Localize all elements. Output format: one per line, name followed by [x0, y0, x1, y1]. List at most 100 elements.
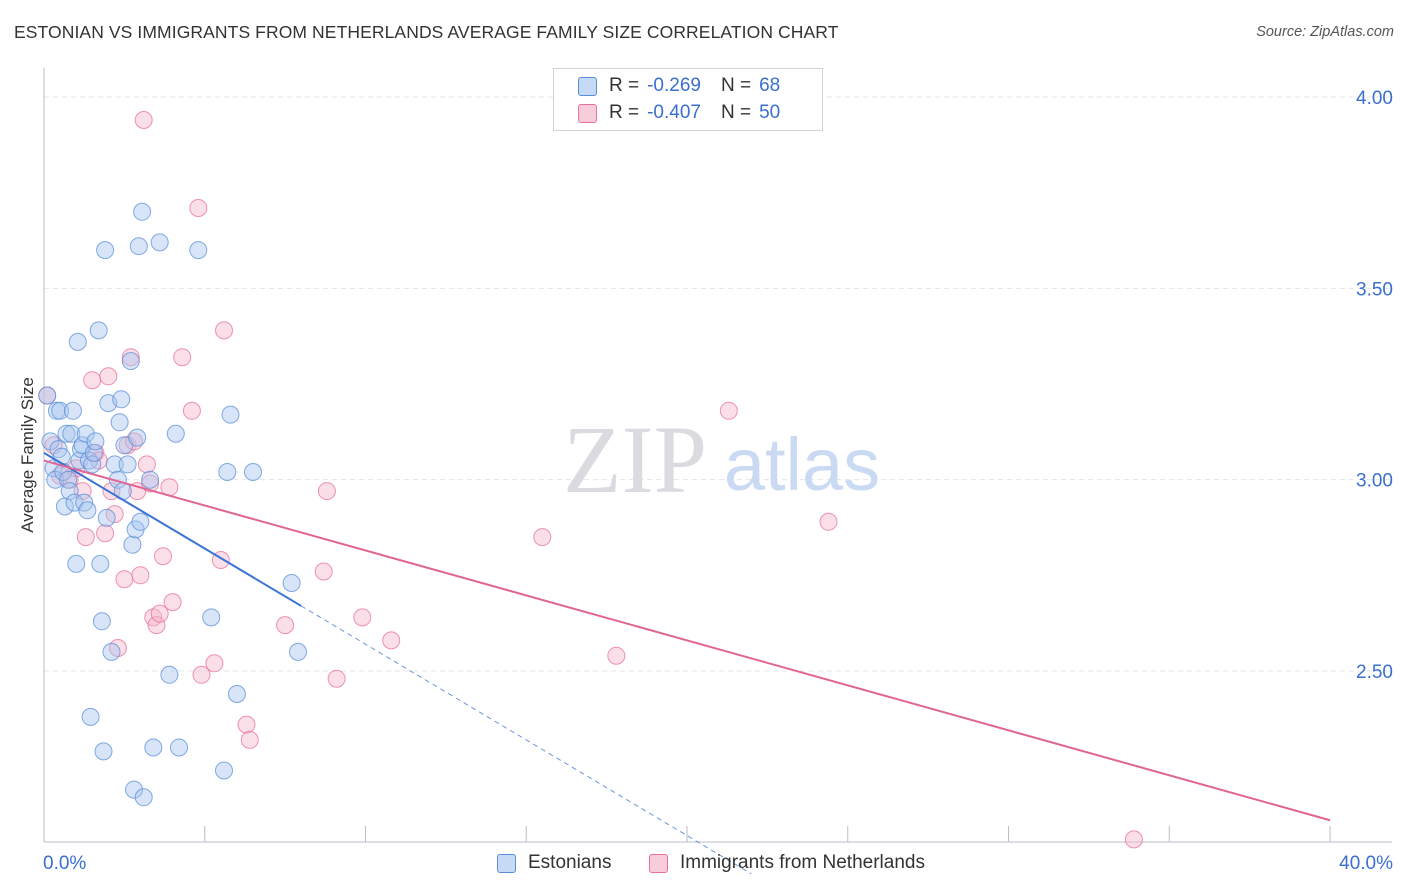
data-points — [38, 111, 1143, 849]
netherlands-point — [819, 512, 838, 531]
estonian-point — [125, 780, 143, 799]
estonian-point — [134, 788, 153, 807]
legend-item-netherlands: Immigrants from Netherlands — [649, 852, 925, 874]
estonian-point — [81, 707, 100, 726]
estonian-point — [110, 413, 129, 432]
estonian-point — [221, 405, 240, 424]
estonian-point — [62, 424, 81, 443]
estonian-point — [128, 428, 147, 447]
estonian-point — [131, 512, 150, 531]
netherlands-point — [1124, 830, 1143, 849]
netherlands-point — [99, 367, 118, 386]
netherlands-point — [131, 566, 150, 585]
estonian-point — [57, 424, 76, 443]
netherlands-point — [189, 199, 208, 217]
netherlands-point — [317, 482, 336, 501]
netherlands-point — [382, 631, 401, 650]
legend-n-label: N = — [720, 102, 752, 123]
source-label: Source: ZipAtlas.com — [1256, 24, 1394, 40]
estonian-point — [227, 685, 246, 703]
estonian-point — [170, 738, 188, 757]
watermark-atlas: atlas — [724, 423, 880, 506]
x-tick-label-min: 0.0% — [43, 853, 86, 874]
axes — [43, 68, 1392, 843]
legend-n-value: 50 — [759, 102, 781, 123]
netherlands-point — [121, 348, 140, 367]
legend-r-value: -0.269 — [647, 75, 701, 96]
netherlands-point — [96, 524, 115, 543]
estonian-point — [59, 470, 78, 489]
estonian-point — [83, 455, 102, 474]
netherlands-point — [150, 604, 169, 623]
estonian-point — [102, 642, 121, 661]
legend-swatch-pink — [649, 853, 668, 873]
tick-labels: 2.50 3.00 3.50 4.00 0.0% 40.0% — [43, 88, 1393, 874]
legend-n-value: 68 — [759, 75, 781, 96]
netherlands-point — [173, 348, 192, 367]
y-tick-label: 3.00 — [1356, 471, 1393, 492]
netherlands-point — [237, 715, 256, 734]
netherlands-point — [163, 593, 182, 612]
estonian-trend-extension — [300, 605, 752, 875]
estonian-point — [38, 386, 57, 405]
netherlands-point — [327, 669, 346, 688]
legend-swatch-blue — [578, 76, 597, 96]
estonian-point — [96, 241, 115, 260]
estonian-point — [68, 332, 87, 351]
netherlands-point — [607, 646, 626, 665]
estonian-point — [51, 401, 70, 420]
estonian-point — [76, 424, 95, 443]
estonian-point — [144, 738, 163, 757]
netherlands-point — [719, 401, 738, 420]
grid-lines — [44, 96, 1392, 672]
chart-title: ESTONIAN VS IMMIGRANTS FROM NETHERLANDS … — [14, 22, 839, 42]
estonian-point — [89, 321, 108, 340]
estonian-point — [91, 554, 110, 573]
netherlands-point — [276, 616, 295, 635]
trend-lines — [43, 452, 1331, 875]
netherlands-point — [141, 474, 160, 493]
legend-label-netherlands: Immigrants from Netherlands — [680, 852, 925, 873]
correlation-legend: R = -0.269 N = 68 R = -0.407 N = 50 — [553, 68, 823, 131]
netherlands-point — [314, 562, 333, 581]
legend-row-estonians: R = -0.269 N = 68 — [578, 75, 780, 97]
estonian-point — [282, 574, 301, 592]
y-tick-label: 3.50 — [1356, 279, 1393, 300]
y-tick-label: 2.50 — [1356, 662, 1393, 683]
netherlands-point — [353, 608, 372, 627]
series-legend: Estonians Immigrants from Netherlands — [0, 852, 1406, 876]
estonian-point — [202, 608, 221, 627]
watermark: ZIP atlas — [563, 406, 880, 513]
estonian-point — [78, 501, 97, 520]
estonian-point — [215, 761, 233, 780]
estonian-point — [60, 482, 79, 501]
estonian-point — [129, 237, 148, 256]
estonian-point — [133, 202, 152, 221]
netherlands-point — [533, 528, 552, 547]
legend-row-netherlands: R = -0.407 N = 50 — [578, 102, 780, 124]
legend-r-label: R = — [609, 102, 640, 123]
legend-swatch-pink — [578, 103, 597, 123]
estonian-point — [289, 642, 307, 661]
netherlands-point — [134, 111, 153, 129]
netherlands-point — [115, 570, 134, 589]
netherlands-point — [240, 730, 259, 749]
netherlands-point — [205, 654, 224, 673]
legend-label-estonians: Estonians — [528, 852, 612, 873]
estonian-point — [63, 401, 82, 420]
estonian-point — [118, 455, 137, 474]
estonian-point — [67, 554, 86, 573]
estonian-point — [86, 432, 105, 451]
netherlands-point — [83, 371, 102, 390]
legend-swatch-blue — [497, 853, 516, 873]
estonian-point — [166, 424, 185, 443]
estonian-point — [150, 233, 169, 252]
legend-n-label: N = — [720, 75, 752, 96]
estonian-point — [189, 241, 208, 260]
netherlands-point — [76, 528, 95, 547]
estonian-point — [97, 508, 116, 527]
legend-r-label: R = — [609, 75, 640, 96]
x-tick-label-max: 40.0% — [1339, 853, 1393, 874]
estonian-point — [121, 352, 140, 370]
